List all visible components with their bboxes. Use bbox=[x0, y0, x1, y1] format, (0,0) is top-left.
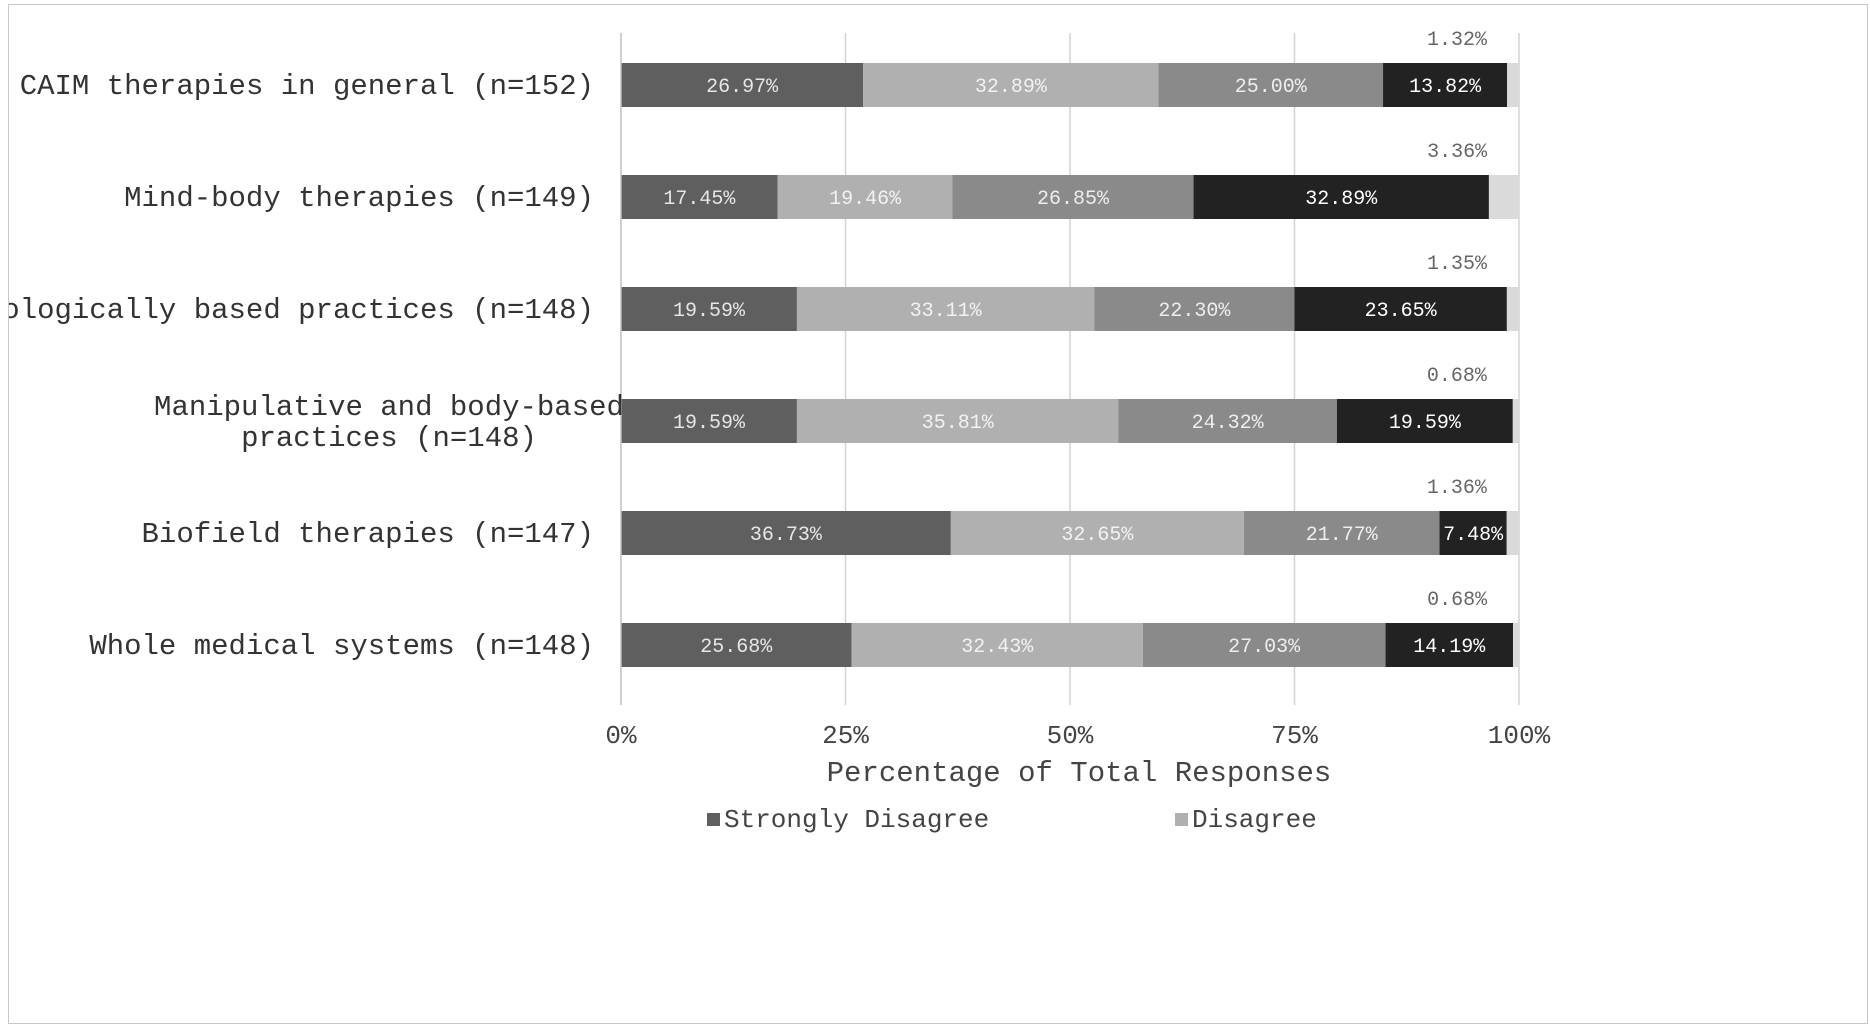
data-label: 25.68% bbox=[700, 636, 773, 659]
bar-segment bbox=[796, 287, 1095, 331]
data-label: 19.59% bbox=[1389, 412, 1462, 435]
data-label: 1.36% bbox=[1427, 477, 1488, 500]
bar-segment bbox=[1439, 511, 1507, 555]
data-label: 32.43% bbox=[961, 636, 1034, 659]
axes: 0% 25% 50% 75% 100% bbox=[605, 33, 1551, 751]
bar-segment bbox=[621, 175, 778, 219]
data-label: 35.81% bbox=[922, 412, 995, 435]
bar-segment bbox=[1118, 399, 1337, 443]
category-label: Mind-body therapies (n=149) bbox=[124, 182, 594, 215]
data-label: 0.68% bbox=[1427, 589, 1488, 612]
bar-segment bbox=[952, 175, 1194, 219]
category-label: practices (n=148) bbox=[241, 422, 537, 455]
data-label: 17.45% bbox=[663, 188, 736, 211]
data-label: 7.48% bbox=[1443, 524, 1504, 547]
data-label: 1.35% bbox=[1427, 253, 1488, 276]
data-label: 32.89% bbox=[1305, 188, 1378, 211]
bar-segment bbox=[621, 399, 797, 443]
bar-segment bbox=[1506, 287, 1519, 331]
bar-segment bbox=[1094, 287, 1295, 331]
bar-segment bbox=[1294, 287, 1507, 331]
labels: 26.97% 32.89% 25.00% 13.82% 1.32% CAIM therap… bbox=[9, 29, 1504, 663]
category-label: Whole medical systems (n=148) bbox=[89, 630, 594, 663]
bar-segment bbox=[1244, 511, 1440, 555]
data-label: 23.65% bbox=[1365, 300, 1438, 323]
data-label: 33.11% bbox=[910, 300, 983, 323]
bar-segment bbox=[1336, 399, 1513, 443]
bar-segment bbox=[863, 63, 1159, 107]
bar-segment bbox=[1142, 623, 1386, 667]
bar-segment bbox=[1488, 175, 1520, 219]
bar-segment bbox=[851, 623, 1143, 667]
category-label: Biologically based practices (n=148) bbox=[9, 294, 594, 327]
x-tick-label: 75% bbox=[1271, 721, 1318, 751]
chart-frame: 0% 25% 50% 75% 100% 26.97% 32.89% 25.00% 13.82%… bbox=[8, 4, 1868, 1024]
bar-segment bbox=[796, 399, 1119, 443]
bar-segment bbox=[1383, 63, 1508, 107]
data-label: 13.82% bbox=[1409, 76, 1482, 99]
bar-segment bbox=[1512, 623, 1520, 667]
x-axis-title: Percentage of Total Responses bbox=[827, 757, 1332, 790]
bar-segment bbox=[1506, 511, 1519, 555]
data-label: 14.19% bbox=[1413, 636, 1486, 659]
data-label: 19.46% bbox=[829, 188, 902, 211]
bar-segment bbox=[777, 175, 953, 219]
stacked-bar-chart: 0% 25% 50% 75% 100% 26.97% 32.89% 25.00% 13.82%… bbox=[9, 29, 1551, 835]
bar-segment bbox=[1193, 175, 1489, 219]
data-label: 36.73% bbox=[750, 524, 823, 547]
x-tick-label: 25% bbox=[822, 721, 869, 751]
data-label: 22.30% bbox=[1158, 300, 1231, 323]
x-tick-label: 0% bbox=[605, 721, 637, 751]
legend-swatch bbox=[1175, 813, 1188, 826]
data-label: 27.03% bbox=[1228, 636, 1301, 659]
data-label: 1.32% bbox=[1427, 29, 1488, 52]
bar-segment bbox=[621, 623, 852, 667]
data-label: 0.68% bbox=[1427, 365, 1488, 388]
x-tick-label: 50% bbox=[1047, 721, 1094, 751]
bar-segment bbox=[1512, 399, 1519, 443]
legend: Strongly Disagree Disagree bbox=[707, 805, 1317, 835]
data-label: 26.85% bbox=[1037, 188, 1110, 211]
bar-segment bbox=[1158, 63, 1384, 107]
data-label: 32.65% bbox=[1061, 524, 1134, 547]
bar-segment bbox=[621, 63, 864, 107]
category-label: Biofield therapies (n=147) bbox=[142, 518, 594, 551]
data-label: 19.59% bbox=[673, 300, 746, 323]
bar-segment bbox=[621, 287, 797, 331]
data-label: 19.59% bbox=[673, 412, 746, 435]
data-label: 24.32% bbox=[1192, 412, 1265, 435]
data-label: 21.77% bbox=[1306, 524, 1379, 547]
data-label: 26.97% bbox=[706, 76, 779, 99]
data-label: 3.36% bbox=[1427, 141, 1488, 164]
category-label: CAIM therapies in general (n=152) bbox=[20, 70, 594, 103]
bar-segment bbox=[1507, 63, 1519, 107]
bar-segment bbox=[621, 511, 951, 555]
legend-label: Disagree bbox=[1192, 805, 1317, 835]
bar-segment bbox=[950, 511, 1245, 555]
legend-label: Strongly Disagree bbox=[724, 805, 989, 835]
category-label: Manipulative and body-based bbox=[154, 391, 624, 424]
data-label: 32.89% bbox=[975, 76, 1048, 99]
x-tick-label: 100% bbox=[1488, 721, 1551, 751]
legend-swatch bbox=[707, 813, 720, 826]
data-label: 25.00% bbox=[1235, 76, 1308, 99]
grid-lines bbox=[844, 33, 1520, 705]
bar-segment bbox=[1385, 623, 1513, 667]
bars bbox=[621, 63, 1520, 667]
